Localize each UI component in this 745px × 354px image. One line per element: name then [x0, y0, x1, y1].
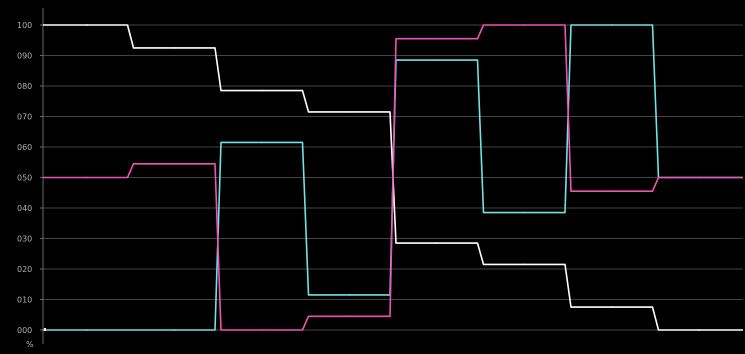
series-3-point [85, 176, 88, 179]
y-tick-label: 060 [17, 143, 32, 152]
series-3-point [173, 162, 176, 165]
series-1-point [610, 306, 613, 308]
series-3-point [348, 315, 351, 318]
series-1-point [173, 47, 176, 49]
y-tick-label: 030 [17, 235, 32, 244]
series-2-point [610, 24, 613, 26]
gridlines [40, 24, 743, 331]
series-2-point [260, 141, 263, 144]
y-tick-label: 080 [17, 82, 32, 91]
series-1-point [435, 242, 438, 245]
traces [43, 24, 743, 331]
y-tick-labels: 000 010 020 030 040 050 060 070 080 090 100 [17, 21, 32, 335]
y-tick-label: 020 [17, 265, 32, 274]
y-unit-label: % [26, 340, 34, 349]
series-2-point [173, 329, 176, 331]
y-tick-label: 040 [17, 204, 32, 213]
y-tick-label: 000 [17, 326, 32, 335]
series-3-point [523, 24, 526, 26]
series-3-point [698, 176, 701, 179]
series-3-point [435, 37, 438, 40]
y-tick-label: 070 [17, 113, 32, 122]
series-2-point [435, 59, 438, 61]
y-tick-label: 100 [17, 21, 32, 30]
series-2-point [523, 211, 526, 214]
series-1-point [348, 111, 351, 113]
y-tick-label: 050 [17, 174, 32, 183]
series-2-point [348, 294, 351, 296]
y-tick-label: 090 [17, 52, 32, 61]
baseline-marker [44, 328, 46, 331]
series-3-point [610, 190, 613, 193]
series-3-point [260, 329, 263, 331]
y-tick-label: 010 [17, 296, 32, 305]
series-2-point [85, 329, 88, 331]
series-1-point [260, 89, 263, 92]
series-1-point [85, 24, 88, 26]
series-1-point [523, 263, 526, 266]
series-1-point [698, 329, 701, 331]
